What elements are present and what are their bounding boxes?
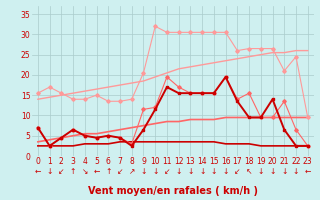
Text: ↓: ↓ [293,167,299,176]
Text: ↙: ↙ [234,167,241,176]
Text: ↑: ↑ [105,167,111,176]
Text: ↓: ↓ [187,167,194,176]
Text: ↓: ↓ [152,167,158,176]
Text: ↓: ↓ [175,167,182,176]
X-axis label: Vent moyen/en rafales ( km/h ): Vent moyen/en rafales ( km/h ) [88,186,258,196]
Text: ←: ← [35,167,41,176]
Text: ↓: ↓ [140,167,147,176]
Text: ↓: ↓ [269,167,276,176]
Text: ↓: ↓ [199,167,205,176]
Text: ↓: ↓ [258,167,264,176]
Text: ←: ← [93,167,100,176]
Text: ↓: ↓ [46,167,53,176]
Text: ↗: ↗ [129,167,135,176]
Text: ↘: ↘ [82,167,88,176]
Text: ←: ← [305,167,311,176]
Text: ↖: ↖ [246,167,252,176]
Text: ↑: ↑ [70,167,76,176]
Text: ↓: ↓ [281,167,287,176]
Text: ↙: ↙ [117,167,123,176]
Text: ↙: ↙ [164,167,170,176]
Text: ↓: ↓ [211,167,217,176]
Text: ↓: ↓ [222,167,229,176]
Text: ↙: ↙ [58,167,65,176]
